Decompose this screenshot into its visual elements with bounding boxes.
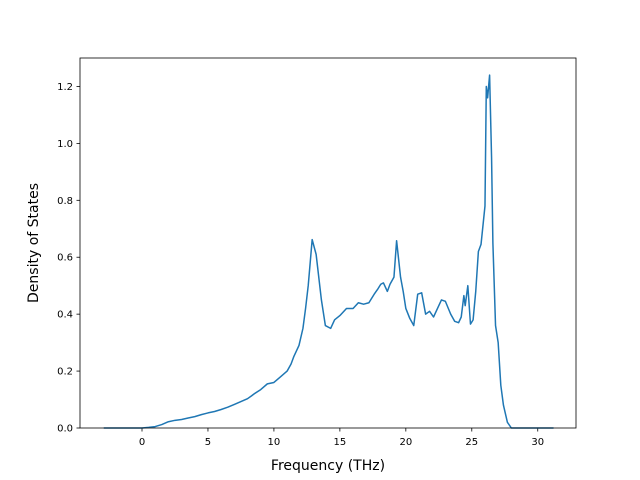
x-tick-label: 0 bbox=[139, 437, 145, 448]
plot-area bbox=[80, 58, 576, 428]
y-axis-ticks: 0.0 0.2 0.4 0.6 0.8 1.0 1.2 bbox=[57, 82, 80, 435]
x-tick-label: 20 bbox=[399, 437, 412, 448]
y-tick-label: 0.8 bbox=[57, 196, 73, 207]
y-tick-label: 1.2 bbox=[57, 82, 73, 93]
x-tick-label: 25 bbox=[465, 437, 478, 448]
x-tick-label: 10 bbox=[268, 437, 281, 448]
y-tick-label: 0.4 bbox=[57, 310, 73, 321]
x-tick-label: 30 bbox=[531, 437, 544, 448]
x-axis-label: Frequency (THz) bbox=[271, 458, 385, 474]
x-tick-label: 5 bbox=[205, 437, 211, 448]
y-tick-label: 0.0 bbox=[57, 424, 73, 435]
plot-frame bbox=[79, 57, 577, 429]
y-axis-label: Density of States bbox=[26, 183, 42, 303]
y-tick-label: 0.2 bbox=[57, 367, 73, 378]
x-tick-label: 15 bbox=[334, 437, 347, 448]
y-tick-label: 1.0 bbox=[57, 139, 73, 150]
dos-series-line bbox=[103, 74, 554, 429]
y-tick-label: 0.6 bbox=[57, 253, 73, 264]
x-axis-ticks: 0 5 10 15 20 25 30 bbox=[139, 428, 544, 448]
